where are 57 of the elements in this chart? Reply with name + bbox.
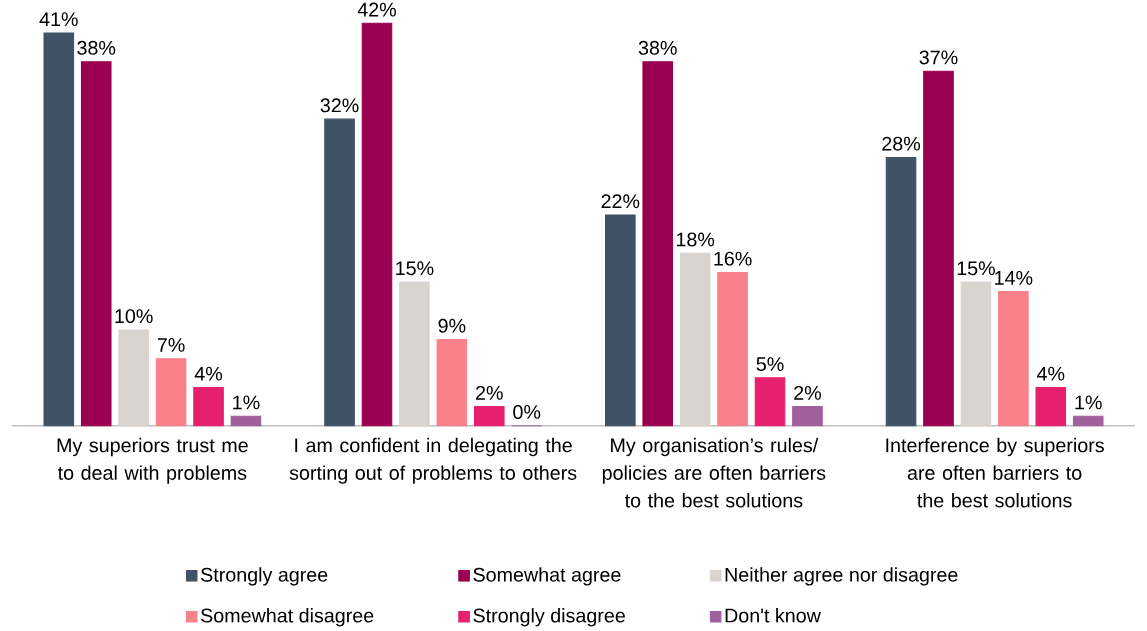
legend-label: Don't know <box>725 608 821 623</box>
bar <box>473 406 505 427</box>
data-label: 0% <box>513 405 541 420</box>
bar <box>998 291 1029 427</box>
bar <box>230 415 262 427</box>
data-label: 38% <box>638 41 677 56</box>
bar <box>155 358 187 427</box>
bar <box>324 118 355 427</box>
data-label: 32% <box>320 98 359 113</box>
bar <box>642 61 674 427</box>
legend-label: Somewhat disagree <box>201 608 374 627</box>
x-tick-label: Interference by superiors are often barriers to the best solutions <box>886 438 1104 508</box>
data-label: 14% <box>995 271 1033 285</box>
legend-label: Neither agree nor disagree <box>725 567 958 586</box>
legend-label: Somewhat agree <box>473 567 621 586</box>
bar <box>960 281 992 427</box>
bar <box>43 32 75 427</box>
data-label: 22% <box>601 194 640 209</box>
bar <box>604 214 636 427</box>
x-tick-label: My superiors trust me to deal with problems <box>57 438 248 484</box>
x-tick-label: My organisation’s rules/ policies are often barriers to the best solutions <box>602 438 826 508</box>
legend-label: Strongly agree <box>201 567 328 586</box>
x-tick-label: I am confident in delegating the sorting out of problems to others <box>289 438 577 484</box>
data-label: 2% <box>476 386 503 400</box>
data-label: 10% <box>115 309 153 324</box>
data-label: 2% <box>794 386 821 400</box>
bar <box>923 70 954 427</box>
bar <box>193 387 224 427</box>
data-label: 28% <box>882 136 921 151</box>
data-label: 15% <box>957 261 995 276</box>
data-label: 4% <box>194 367 223 381</box>
bar <box>1072 415 1104 427</box>
data-label: 1% <box>1075 395 1102 410</box>
bar <box>399 281 430 427</box>
data-label: 37% <box>919 50 958 65</box>
bar <box>754 377 786 427</box>
bar <box>1035 387 1067 427</box>
data-label: 42% <box>357 2 396 17</box>
data-label: 5% <box>756 357 784 372</box>
data-label: 7% <box>157 338 185 353</box>
bar <box>885 157 917 427</box>
data-label: 1% <box>233 395 260 410</box>
data-label: 38% <box>77 41 116 56</box>
bar <box>792 406 823 427</box>
data-label: 15% <box>396 261 434 276</box>
bar <box>679 252 711 427</box>
data-label: 9% <box>438 318 466 333</box>
bar <box>361 23 393 427</box>
data-label: 41% <box>39 12 78 27</box>
data-label: 16% <box>714 251 752 266</box>
bar <box>118 329 149 427</box>
data-label: 18% <box>676 232 715 247</box>
legend-label: Strongly disagree <box>473 608 625 627</box>
bar <box>436 339 468 427</box>
bar <box>717 272 748 427</box>
data-label: 4% <box>1037 367 1065 381</box>
bar <box>80 61 112 427</box>
